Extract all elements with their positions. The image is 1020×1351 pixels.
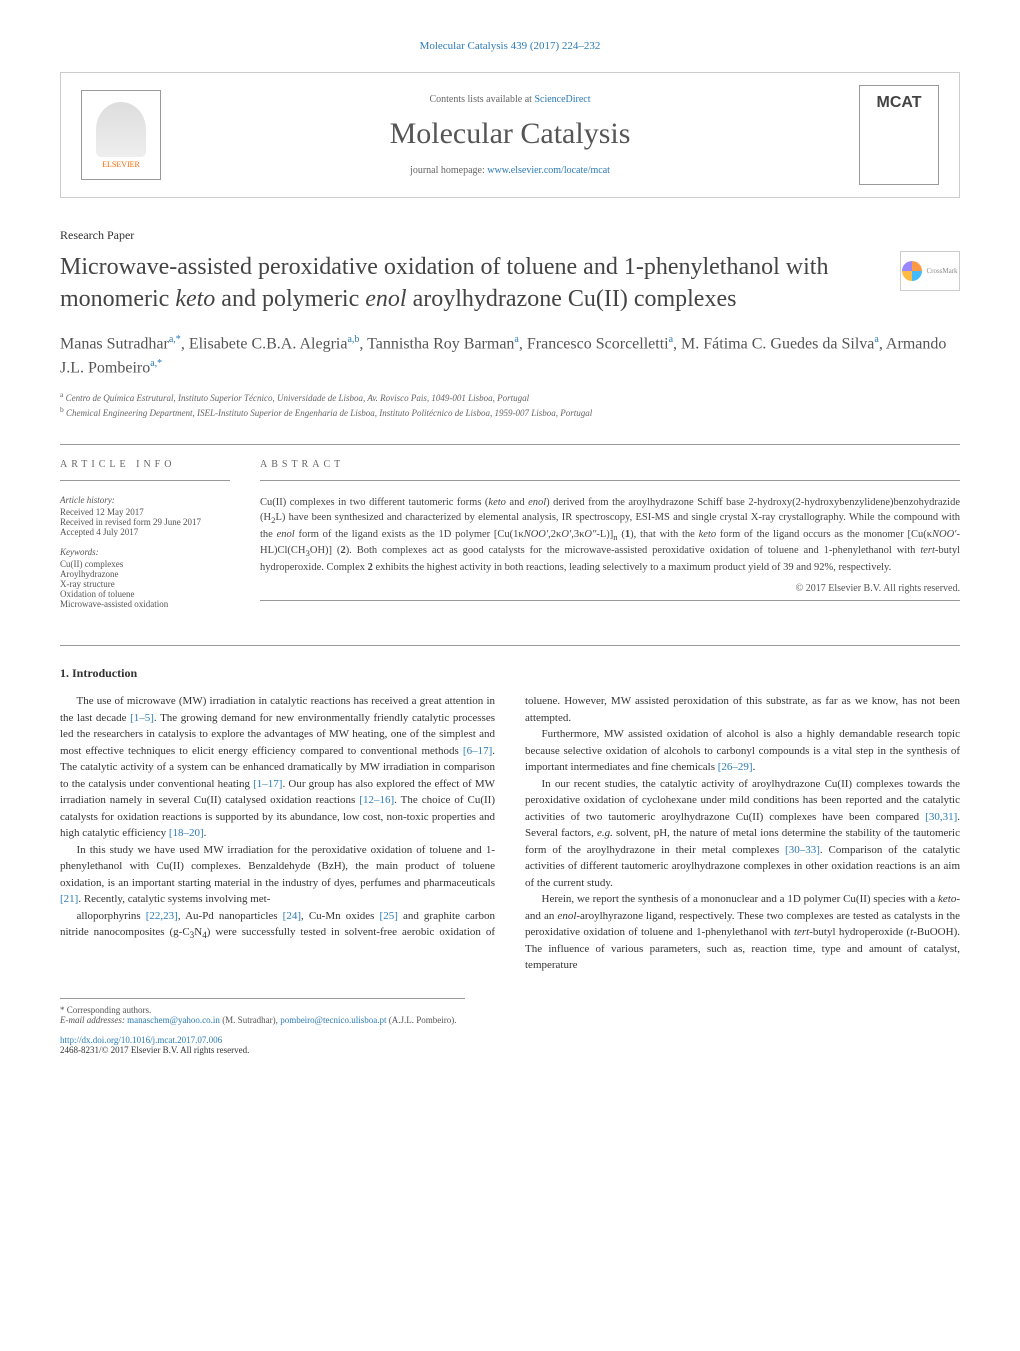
affiliation-b: b Chemical Engineering Department, ISEL-… [60, 405, 960, 420]
elsevier-label: ELSEVIER [102, 160, 140, 169]
article-title: Microwave-assisted peroxidative oxidatio… [60, 251, 880, 316]
keyword: X-ray structure [60, 579, 230, 589]
body-paragraph: In this study we have used MW irradiatio… [60, 842, 495, 908]
header-center: Contents lists available at ScienceDirec… [161, 94, 859, 176]
keyword: Aroylhydrazone [60, 569, 230, 579]
paper-type: Research Paper [60, 228, 960, 243]
journal-name: Molecular Catalysis [161, 117, 859, 151]
crossmark-icon [902, 261, 922, 281]
keywords-label: Keywords: [60, 547, 230, 557]
info-abstract-row: article info Article history: Received 1… [60, 459, 960, 616]
affiliation-a: a Centro de Química Estrutural, Institut… [60, 390, 960, 405]
title-row: Microwave-assisted peroxidative oxidatio… [60, 251, 960, 332]
keyword: Cu(II) complexes [60, 559, 230, 569]
info-divider [60, 480, 230, 481]
body-paragraph: Furthermore, MW assisted oxidation of al… [525, 726, 960, 776]
authors-list: Manas Sutradhara,*, Elisabete C.B.A. Ale… [60, 332, 960, 381]
email-label: E-mail addresses: [60, 1015, 127, 1025]
doi-link[interactable]: http://dx.doi.org/10.1016/j.mcat.2017.07… [60, 1035, 222, 1045]
contents-available-text: Contents lists available at ScienceDirec… [161, 94, 859, 105]
intro-heading: 1. Introduction [60, 666, 960, 681]
article-info-column: article info Article history: Received 1… [60, 459, 230, 616]
article-info-heading: article info [60, 459, 230, 470]
keyword: Oxidation of toluene [60, 589, 230, 599]
homepage-label: journal homepage: [410, 165, 487, 176]
history-accepted: Accepted 4 July 2017 [60, 527, 230, 537]
journal-homepage: journal homepage: www.elsevier.com/locat… [161, 165, 859, 176]
email-link-2[interactable]: pombeiro@tecnico.ulisboa.pt [280, 1015, 386, 1025]
email-name-2: (A.J.L. Pombeiro). [386, 1015, 456, 1025]
body-paragraph: Herein, we report the synthesis of a mon… [525, 891, 960, 974]
abstract-copyright: © 2017 Elsevier B.V. All rights reserved… [260, 583, 960, 594]
crossmark-badge[interactable]: CrossMark [900, 251, 960, 291]
journal-reference: Molecular Catalysis 439 (2017) 224–232 [60, 40, 960, 52]
footnotes: * Corresponding authors. E-mail addresse… [60, 998, 465, 1025]
affiliations: a Centro de Química Estrutural, Institut… [60, 390, 960, 419]
abstract-divider [260, 480, 960, 481]
body-text-columns: The use of microwave (MW) irradiation in… [60, 693, 960, 974]
history-revised: Received in revised form 29 June 2017 [60, 517, 230, 527]
journal-header-box: ELSEVIER Contents lists available at Sci… [60, 72, 960, 198]
history-received: Received 12 May 2017 [60, 507, 230, 517]
abstract-bottom-divider [260, 600, 960, 601]
elsevier-tree-icon [96, 102, 146, 157]
crossmark-label: CrossMark [926, 267, 957, 275]
homepage-link[interactable]: www.elsevier.com/locate/mcat [487, 165, 610, 176]
email-link-1[interactable]: manaschem@yahoo.co.in [127, 1015, 220, 1025]
abstract-text: Cu(II) complexes in two different tautom… [260, 495, 960, 576]
email-addresses: E-mail addresses: manaschem@yahoo.co.in … [60, 1015, 465, 1025]
body-top-divider [60, 645, 960, 646]
history-label: Article history: [60, 495, 230, 505]
issn-copyright: 2468-8231/© 2017 Elsevier B.V. All right… [60, 1045, 249, 1055]
sciencedirect-link[interactable]: ScienceDirect [534, 94, 590, 105]
abstract-heading: abstract [260, 459, 960, 470]
doi-footer: http://dx.doi.org/10.1016/j.mcat.2017.07… [60, 1035, 960, 1055]
keyword: Microwave-assisted oxidation [60, 599, 230, 609]
email-name-1: (M. Sutradhar), [220, 1015, 280, 1025]
contents-label: Contents lists available at [429, 94, 534, 105]
abstract-column: abstract Cu(II) complexes in two differe… [260, 459, 960, 616]
elsevier-logo: ELSEVIER [81, 90, 161, 180]
journal-cover-thumbnail: MCAT [859, 85, 939, 185]
corresponding-authors-note: * Corresponding authors. [60, 1005, 465, 1015]
body-paragraph: The use of microwave (MW) irradiation in… [60, 693, 495, 842]
body-paragraph: In our recent studies, the catalytic act… [525, 776, 960, 892]
section-divider [60, 444, 960, 445]
